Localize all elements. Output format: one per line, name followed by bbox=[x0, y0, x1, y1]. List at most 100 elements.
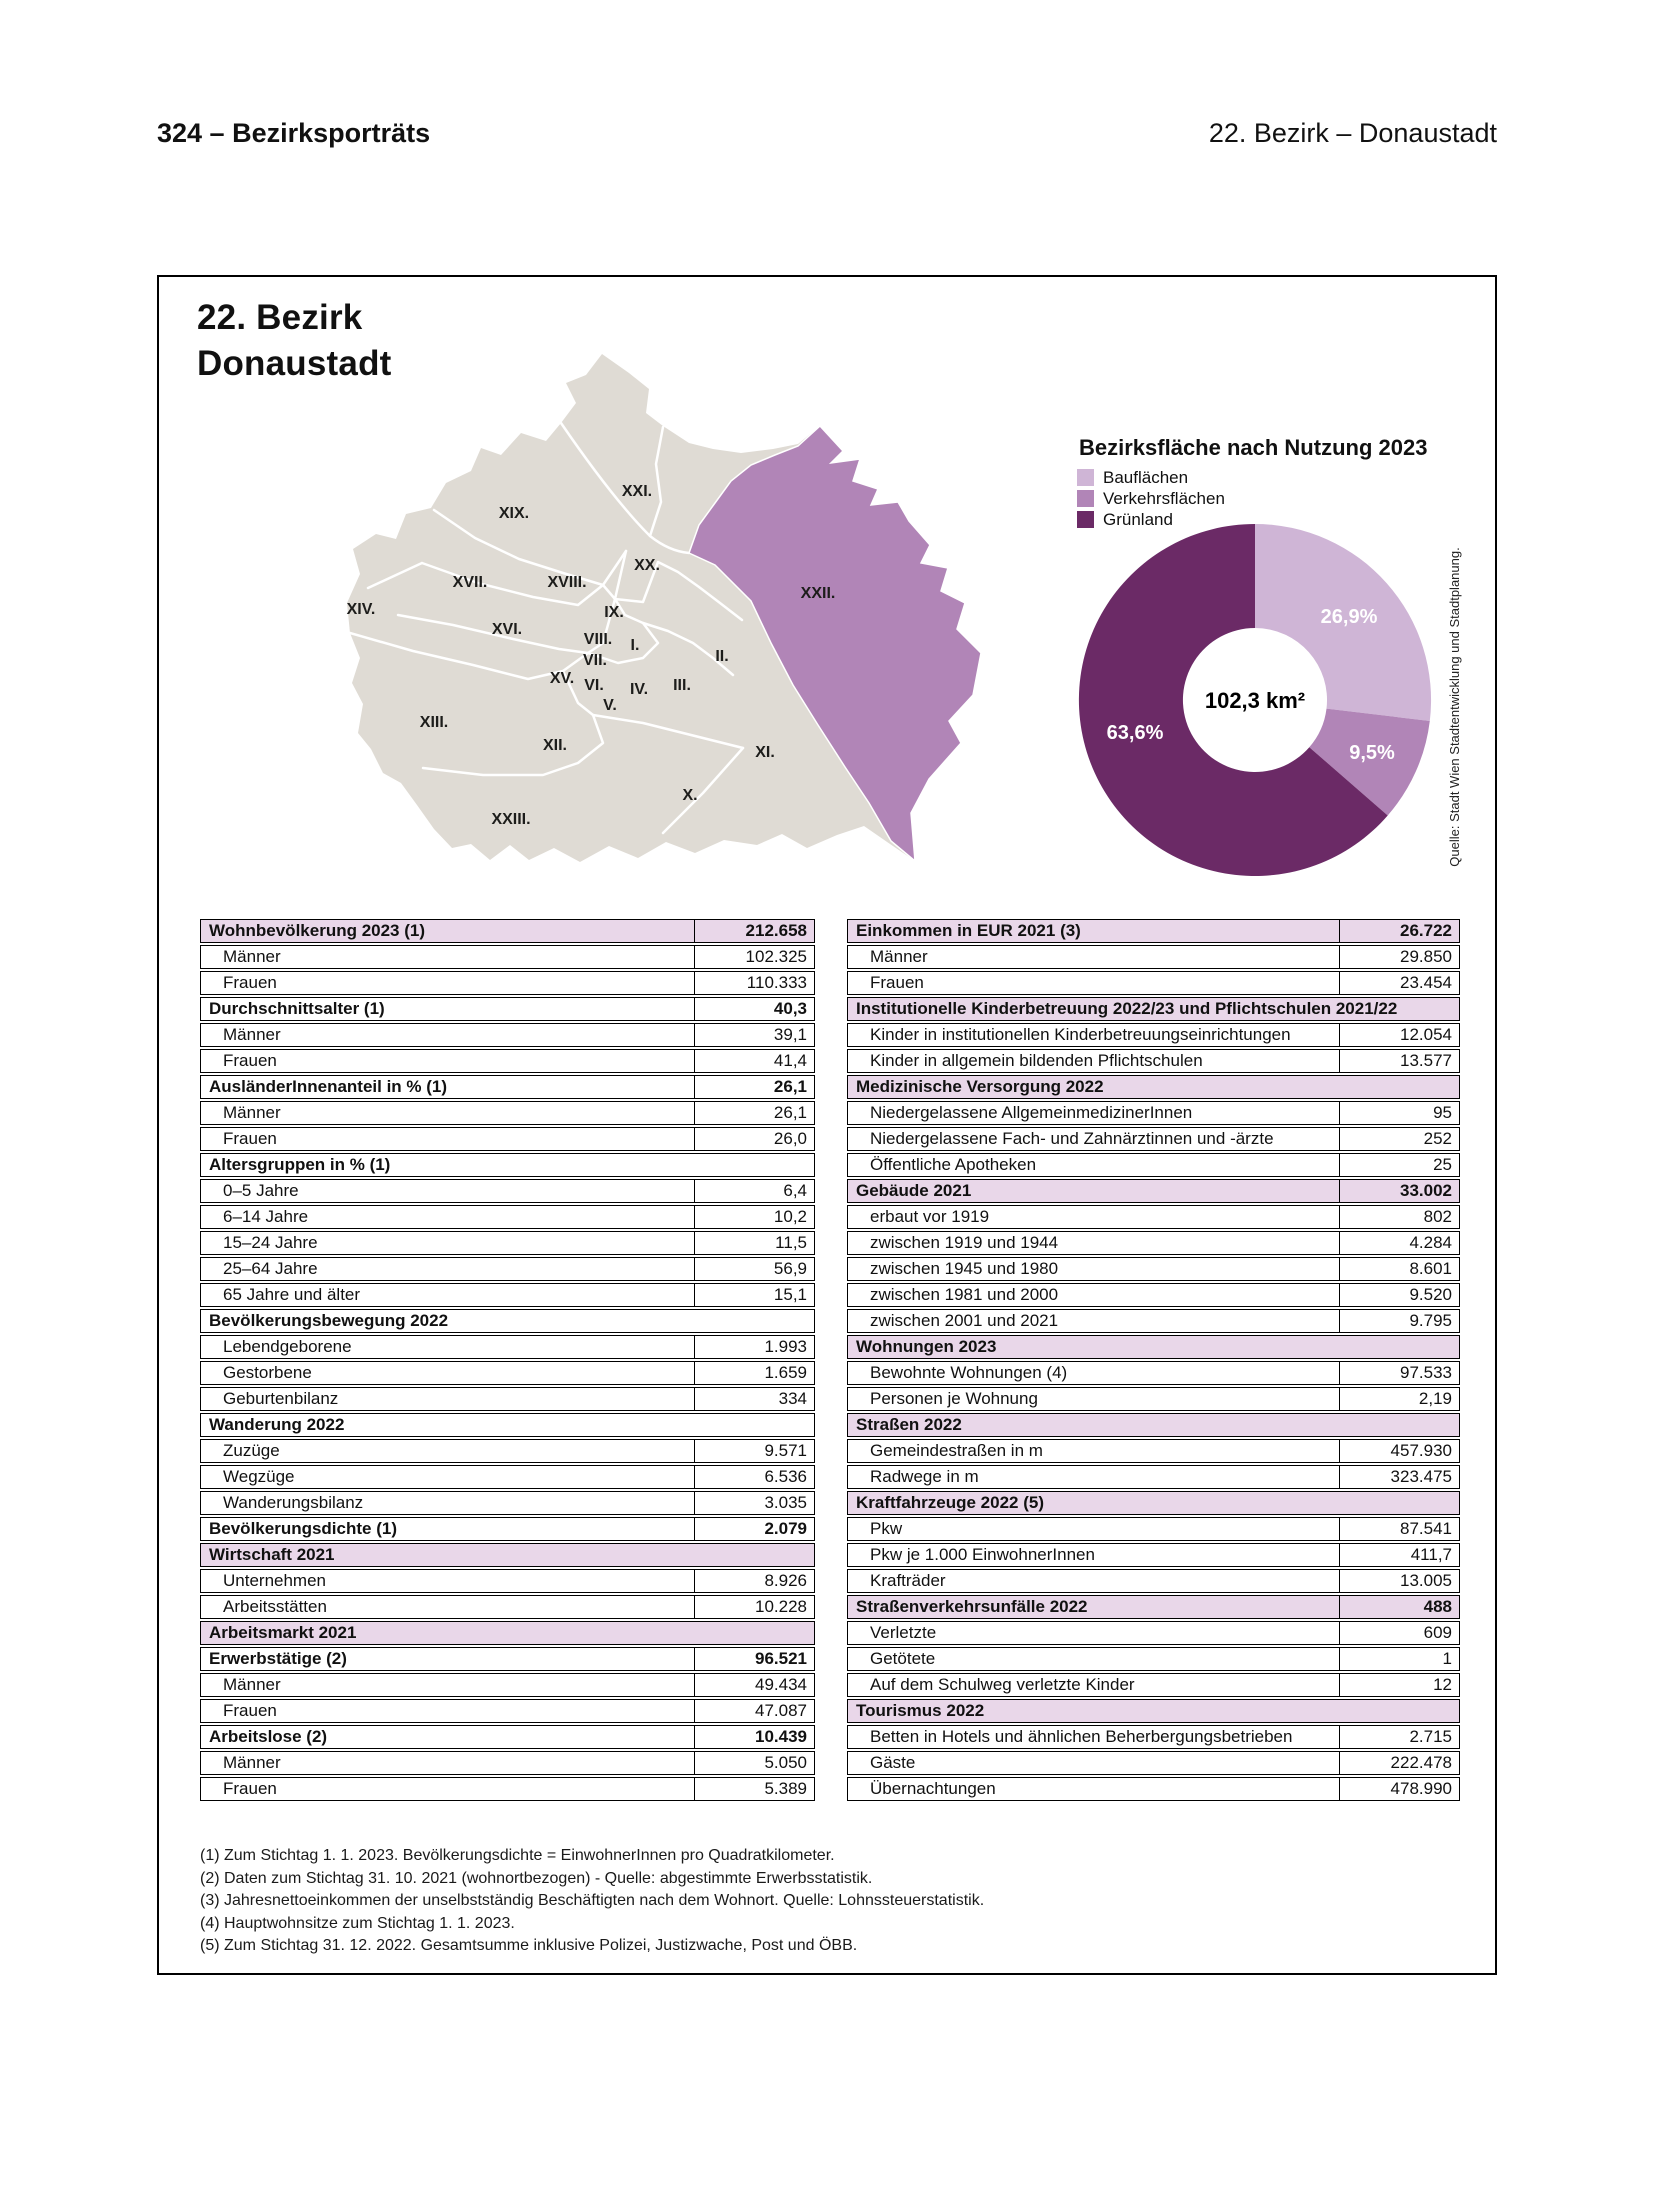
row-label: Gemeindestraßen in m bbox=[870, 1441, 1043, 1460]
slice-bauflaechen bbox=[1255, 524, 1432, 721]
legend-item: Verkehrsflächen bbox=[1077, 488, 1225, 509]
row-value: 102.325 bbox=[694, 946, 814, 968]
table-row: Gäste 222.478 bbox=[847, 1751, 1460, 1775]
table-row: Zuzüge 9.571 bbox=[200, 1439, 815, 1463]
table-row: zwischen 1981 und 2000 9.520 bbox=[847, 1283, 1460, 1307]
row-label: Übernachtungen bbox=[870, 1779, 996, 1798]
slice-label-bauflaechen: 26,9% bbox=[1321, 606, 1378, 628]
district-label-v: V. bbox=[603, 697, 617, 714]
table-row: Gebäude 2021 33.002 bbox=[847, 1179, 1460, 1203]
row-label: Wanderung 2022 bbox=[209, 1415, 345, 1434]
table-row: Frauen 41,4 bbox=[200, 1049, 815, 1073]
row-label: Durchschnittsalter (1) bbox=[209, 999, 385, 1018]
chart-title: Bezirksfläche nach Nutzung 2023 bbox=[1079, 435, 1428, 460]
row-label: Gäste bbox=[870, 1753, 916, 1772]
table-row: 15–24 Jahre 11,5 bbox=[200, 1231, 815, 1255]
district-header: 22. Bezirk – Donaustadt bbox=[1208, 118, 1497, 148]
row-value: 334 bbox=[694, 1388, 814, 1410]
table-row: Wohnungen 2023 bbox=[847, 1335, 1460, 1359]
table-row: Öffentliche Apotheken 25 bbox=[847, 1153, 1460, 1177]
row-value: 609 bbox=[1339, 1622, 1459, 1644]
table-row: Bevölkerungsdichte (1) 2.079 bbox=[200, 1517, 815, 1541]
table-row: Altersgruppen in % (1) bbox=[200, 1153, 815, 1177]
slice-label-verkehrsflaechen: 9,5% bbox=[1349, 742, 1395, 764]
row-value: 10.228 bbox=[694, 1596, 814, 1618]
table-row: 65 Jahre und älter 15,1 bbox=[200, 1283, 815, 1307]
row-value: 222.478 bbox=[1339, 1752, 1459, 1774]
donut-center-label: 102,3 km² bbox=[1205, 688, 1305, 713]
row-label: Kinder in allgemein bildenden Pflichtsch… bbox=[870, 1051, 1203, 1070]
table-row: Kraftfahrzeuge 2022 (5) bbox=[847, 1491, 1460, 1515]
row-value: 12 bbox=[1339, 1674, 1459, 1696]
table-row: Männer 26,1 bbox=[200, 1101, 815, 1125]
legend-swatch-verkehrsflaechen bbox=[1077, 490, 1094, 507]
row-label: Gestorbene bbox=[223, 1363, 312, 1382]
row-label: Tourismus 2022 bbox=[856, 1701, 985, 1720]
table-row: 6–14 Jahre 10,2 bbox=[200, 1205, 815, 1229]
row-value: 12.054 bbox=[1339, 1024, 1459, 1046]
row-label: Niedergelassene AllgemeinmedizinerInnen bbox=[870, 1103, 1193, 1122]
row-value: 9.571 bbox=[694, 1440, 814, 1462]
table-row: Frauen 5.389 bbox=[200, 1777, 815, 1801]
row-label: Getötete bbox=[870, 1649, 936, 1668]
row-label: Öffentliche Apotheken bbox=[870, 1155, 1037, 1174]
row-label: Wirtschaft 2021 bbox=[209, 1545, 335, 1564]
table-row: Bewohnte Wohnungen (4) 97.533 bbox=[847, 1361, 1460, 1385]
legend-item: Bauflächen bbox=[1077, 467, 1225, 488]
row-value: 488 bbox=[1339, 1596, 1459, 1618]
row-label: Männer bbox=[223, 947, 281, 966]
row-label: Wanderungsbilanz bbox=[223, 1493, 364, 1512]
row-label: Krafträder bbox=[870, 1571, 946, 1590]
table-row: Durchschnittsalter (1) 40,3 bbox=[200, 997, 815, 1021]
row-label: Medizinische Versorgung 2022 bbox=[856, 1077, 1104, 1096]
row-value: 110.333 bbox=[694, 972, 814, 994]
row-value: 29.850 bbox=[1339, 946, 1459, 968]
page-header: 324 – Bezirksporträts 22. Bezirk – Donau… bbox=[157, 118, 1497, 149]
row-label: Frauen bbox=[223, 1701, 277, 1720]
table-row: Arbeitsmarkt 2021 bbox=[200, 1621, 815, 1645]
row-label: Frauen bbox=[223, 1779, 277, 1798]
row-value: 97.533 bbox=[1339, 1362, 1459, 1384]
row-label: Erwerbstätige (2) bbox=[209, 1649, 347, 1668]
district-label-iv: IV. bbox=[630, 681, 648, 698]
table-row: Kinder in allgemein bildenden Pflichtsch… bbox=[847, 1049, 1460, 1073]
slice-label-gruenland: 63,6% bbox=[1107, 722, 1164, 744]
table-row: Medizinische Versorgung 2022 bbox=[847, 1075, 1460, 1099]
row-label: Männer bbox=[223, 1025, 281, 1044]
table-row: Wegzüge 6.536 bbox=[200, 1465, 815, 1489]
row-label: erbaut vor 1919 bbox=[870, 1207, 990, 1226]
table-row: Krafträder 13.005 bbox=[847, 1569, 1460, 1593]
row-label: Arbeitslose (2) bbox=[209, 1727, 328, 1746]
district-label-xvii: XVII. bbox=[453, 574, 488, 591]
row-label: 65 Jahre und älter bbox=[223, 1285, 361, 1304]
row-label: Zuzüge bbox=[223, 1441, 280, 1460]
table-row: erbaut vor 1919 802 bbox=[847, 1205, 1460, 1229]
row-label: Verletzte bbox=[870, 1623, 937, 1642]
row-value: 10.439 bbox=[694, 1726, 814, 1748]
row-value: 212.658 bbox=[694, 920, 814, 942]
row-label: Unternehmen bbox=[223, 1571, 327, 1590]
district-borders bbox=[348, 421, 745, 835]
table-row: Niedergelassene AllgemeinmedizinerInnen 9… bbox=[847, 1101, 1460, 1125]
row-label: Wohnungen 2023 bbox=[856, 1337, 997, 1356]
row-label: zwischen 1981 und 2000 bbox=[870, 1285, 1059, 1304]
row-value: 23.454 bbox=[1339, 972, 1459, 994]
row-value: 96.521 bbox=[694, 1648, 814, 1670]
table-row: Institutionelle Kinderbetreuung 2022/23 … bbox=[847, 997, 1460, 1021]
footnote: (3) Jahresnettoeinkommen der unselbststä… bbox=[200, 1892, 985, 1909]
figure-title: 22. Bezirk Donaustadt bbox=[197, 295, 392, 387]
district-label-iii: III. bbox=[673, 677, 691, 694]
table-row: Frauen 110.333 bbox=[200, 971, 815, 995]
row-label: Männer bbox=[870, 947, 928, 966]
row-value: 39,1 bbox=[694, 1024, 814, 1046]
row-value: 2.079 bbox=[694, 1518, 814, 1540]
district-label-vi: VI. bbox=[584, 677, 604, 694]
row-label: 15–24 Jahre bbox=[223, 1233, 318, 1252]
row-value: 26,0 bbox=[694, 1128, 814, 1150]
footnote: (4) Hauptwohnsitze zum Stichtag 1. 1. 20… bbox=[200, 1914, 515, 1932]
table-row: zwischen 1919 und 1944 4.284 bbox=[847, 1231, 1460, 1255]
legend-item: Grünland bbox=[1077, 509, 1225, 530]
donut-chart: 26,9% 9,5% 63,6% 102,3 km² bbox=[1078, 523, 1432, 876]
row-label: 25–64 Jahre bbox=[223, 1259, 318, 1278]
row-label: Einkommen in EUR 2021 (3) bbox=[856, 921, 1081, 940]
